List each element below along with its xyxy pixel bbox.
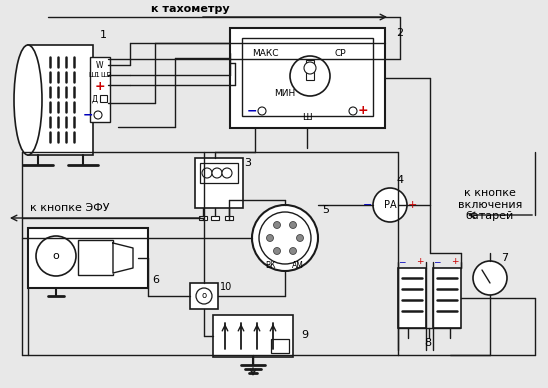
Bar [271,339,289,353]
Bar [90,57,110,122]
Circle shape [202,168,212,178]
Bar [213,315,293,357]
Circle shape [222,168,232,178]
Circle shape [196,288,212,304]
Text: 6: 6 [152,275,159,285]
Circle shape [259,212,311,264]
Text: 8: 8 [425,338,432,348]
Bar [100,95,107,102]
Circle shape [290,56,330,96]
Text: к кнопке ЭФУ: к кнопке ЭФУ [30,203,110,213]
Bar [211,216,219,220]
Circle shape [258,107,266,115]
Text: 4: 4 [396,175,403,185]
Polygon shape [113,243,133,273]
Circle shape [212,168,222,178]
Text: Ш2: Ш2 [100,72,112,78]
Text: Д: Д [92,95,98,104]
Ellipse shape [14,45,42,155]
Bar [242,38,373,116]
Text: −: − [398,258,406,267]
Bar [398,268,426,328]
Text: 7: 7 [501,253,509,263]
Circle shape [296,234,304,241]
Text: 3: 3 [244,158,252,168]
Text: РА: РА [384,200,396,210]
Bar [225,216,233,220]
Text: −: − [83,109,93,121]
Text: +: + [407,200,416,210]
Bar [433,268,461,328]
Circle shape [289,222,296,229]
Text: МАКС: МАКС [252,48,278,57]
Bar [200,163,238,183]
Text: +: + [95,80,105,94]
Bar [190,283,218,309]
Circle shape [289,248,296,255]
Text: −: − [247,104,257,118]
Text: +: + [416,258,424,267]
Text: −: − [433,258,441,267]
Text: 9: 9 [301,330,309,340]
Text: W: W [96,61,104,69]
Text: к кнопке
включения
батарей: к кнопке включения батарей [458,188,522,221]
Text: Ш: Ш [302,114,312,123]
Text: 2: 2 [396,28,403,38]
Text: Ш1: Ш1 [88,72,100,78]
Circle shape [273,248,281,255]
Text: о: о [202,291,207,300]
Text: СР: СР [334,48,346,57]
Bar [78,240,113,275]
Circle shape [252,205,318,271]
Text: к тахометру: к тахометру [151,4,229,14]
Text: МИН: МИН [275,88,295,97]
Bar [199,216,207,220]
Bar [230,28,385,128]
Circle shape [473,261,507,295]
Text: 10: 10 [220,282,232,292]
Circle shape [304,62,316,74]
Text: 1: 1 [100,30,106,40]
Text: 5: 5 [323,205,329,215]
Bar [28,45,93,155]
Bar [195,158,243,208]
Text: ВК: ВК [266,260,276,270]
Circle shape [349,107,357,115]
Circle shape [373,188,407,222]
Text: +: + [358,104,368,118]
Text: о: о [53,251,59,261]
Bar [28,228,148,288]
Circle shape [94,111,102,119]
Circle shape [273,222,281,229]
Circle shape [266,234,273,241]
Text: АМ: АМ [292,260,304,270]
Text: +: + [451,258,459,267]
Text: −: − [363,200,373,210]
Bar [306,60,314,80]
Circle shape [36,236,76,276]
